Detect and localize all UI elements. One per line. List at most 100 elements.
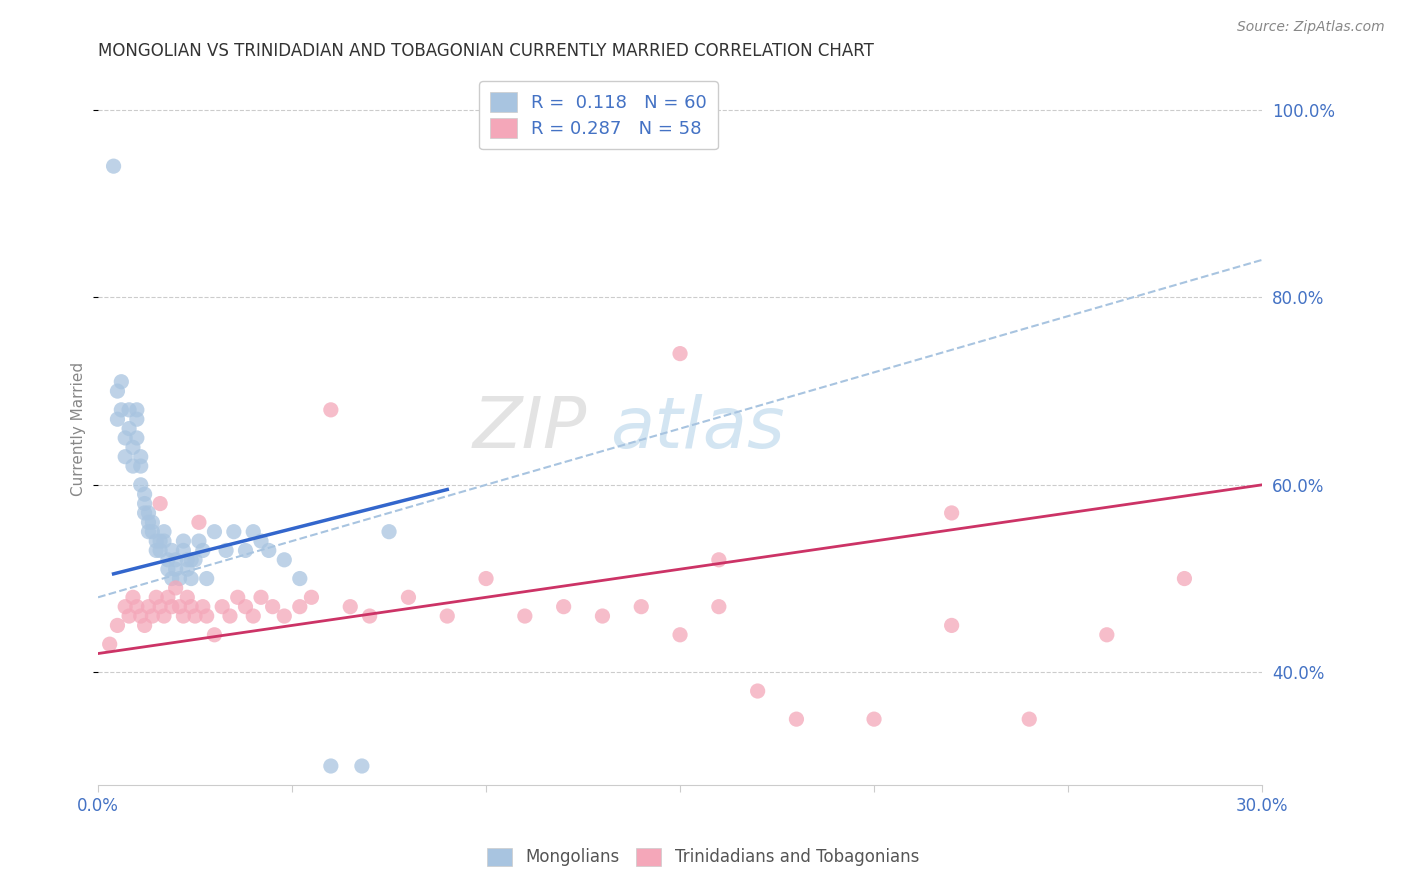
Point (122, 591, 145, 605)
Point (195, 572, 218, 586)
Point (172, 609, 194, 624)
Point (156, 591, 179, 605)
Point (141, 516, 163, 530)
Point (319, 759, 342, 773)
Point (513, 609, 536, 624)
Point (149, 543, 172, 558)
Point (242, 609, 264, 624)
Point (242, 524, 264, 539)
Point (118, 421, 141, 435)
Point (378, 524, 401, 539)
Point (707, 553, 730, 567)
Point (436, 609, 458, 624)
Point (172, 543, 194, 558)
Point (288, 572, 311, 586)
Point (288, 599, 311, 614)
Point (319, 402, 342, 417)
Point (262, 599, 284, 614)
Text: Source: ZipAtlas.com: Source: ZipAtlas.com (1237, 20, 1385, 34)
Point (273, 609, 295, 624)
Point (176, 553, 198, 567)
Point (107, 384, 129, 398)
Point (134, 506, 156, 520)
Point (165, 562, 187, 576)
Point (669, 346, 692, 360)
Point (211, 599, 233, 614)
Point (169, 599, 191, 614)
Point (145, 534, 167, 549)
Point (785, 712, 807, 726)
Point (219, 609, 242, 624)
Point (184, 609, 207, 624)
Point (669, 628, 692, 642)
Point (160, 599, 183, 614)
Point (160, 572, 183, 586)
Point (235, 543, 257, 558)
Point (359, 609, 381, 624)
Point (125, 412, 148, 426)
Point (339, 599, 361, 614)
Point (553, 599, 575, 614)
Point (191, 599, 214, 614)
Point (180, 572, 202, 586)
Point (204, 524, 226, 539)
Point (184, 553, 207, 567)
Y-axis label: Currently Married: Currently Married (72, 361, 86, 496)
Point (235, 599, 257, 614)
Point (301, 591, 323, 605)
Point (941, 506, 963, 520)
Point (176, 591, 198, 605)
Point (122, 459, 145, 474)
Point (222, 524, 245, 539)
Point (250, 534, 273, 549)
Point (149, 497, 172, 511)
Point (114, 450, 136, 464)
Point (129, 609, 152, 624)
Point (138, 506, 160, 520)
Point (165, 553, 187, 567)
Point (475, 572, 498, 586)
Point (747, 684, 769, 698)
Point (125, 431, 148, 445)
Point (1018, 712, 1040, 726)
Point (250, 591, 273, 605)
Point (129, 459, 152, 474)
Point (114, 431, 136, 445)
Point (591, 609, 613, 624)
Text: MONGOLIAN VS TRINIDADIAN AND TOBAGONIAN CURRENTLY MARRIED CORRELATION CHART: MONGOLIAN VS TRINIDADIAN AND TOBAGONIAN … (98, 42, 875, 60)
Point (118, 402, 141, 417)
Point (141, 524, 163, 539)
Point (118, 609, 141, 624)
Point (125, 599, 148, 614)
Legend: R =  0.118   N = 60, R = 0.287   N = 58: R = 0.118 N = 60, R = 0.287 N = 58 (479, 81, 718, 149)
Point (160, 543, 183, 558)
Point (125, 402, 148, 417)
Point (98, 637, 121, 651)
Point (145, 543, 167, 558)
Point (172, 534, 194, 549)
Point (134, 487, 156, 501)
Point (273, 553, 295, 567)
Point (129, 478, 152, 492)
Legend: Mongolians, Trinidadians and Tobagonians: Mongolians, Trinidadians and Tobagonians (478, 839, 928, 875)
Point (398, 591, 420, 605)
Point (122, 440, 145, 454)
Point (707, 599, 730, 614)
Point (1095, 628, 1118, 642)
Point (165, 581, 187, 595)
Point (138, 524, 160, 539)
Point (169, 572, 191, 586)
Point (138, 599, 160, 614)
Point (226, 591, 249, 605)
Point (187, 534, 209, 549)
Point (156, 562, 179, 576)
Point (176, 562, 198, 576)
Point (630, 599, 652, 614)
Point (110, 402, 132, 417)
Point (149, 599, 172, 614)
Point (153, 524, 176, 539)
Point (941, 618, 963, 632)
Point (149, 534, 172, 549)
Point (129, 450, 152, 464)
Point (257, 543, 280, 558)
